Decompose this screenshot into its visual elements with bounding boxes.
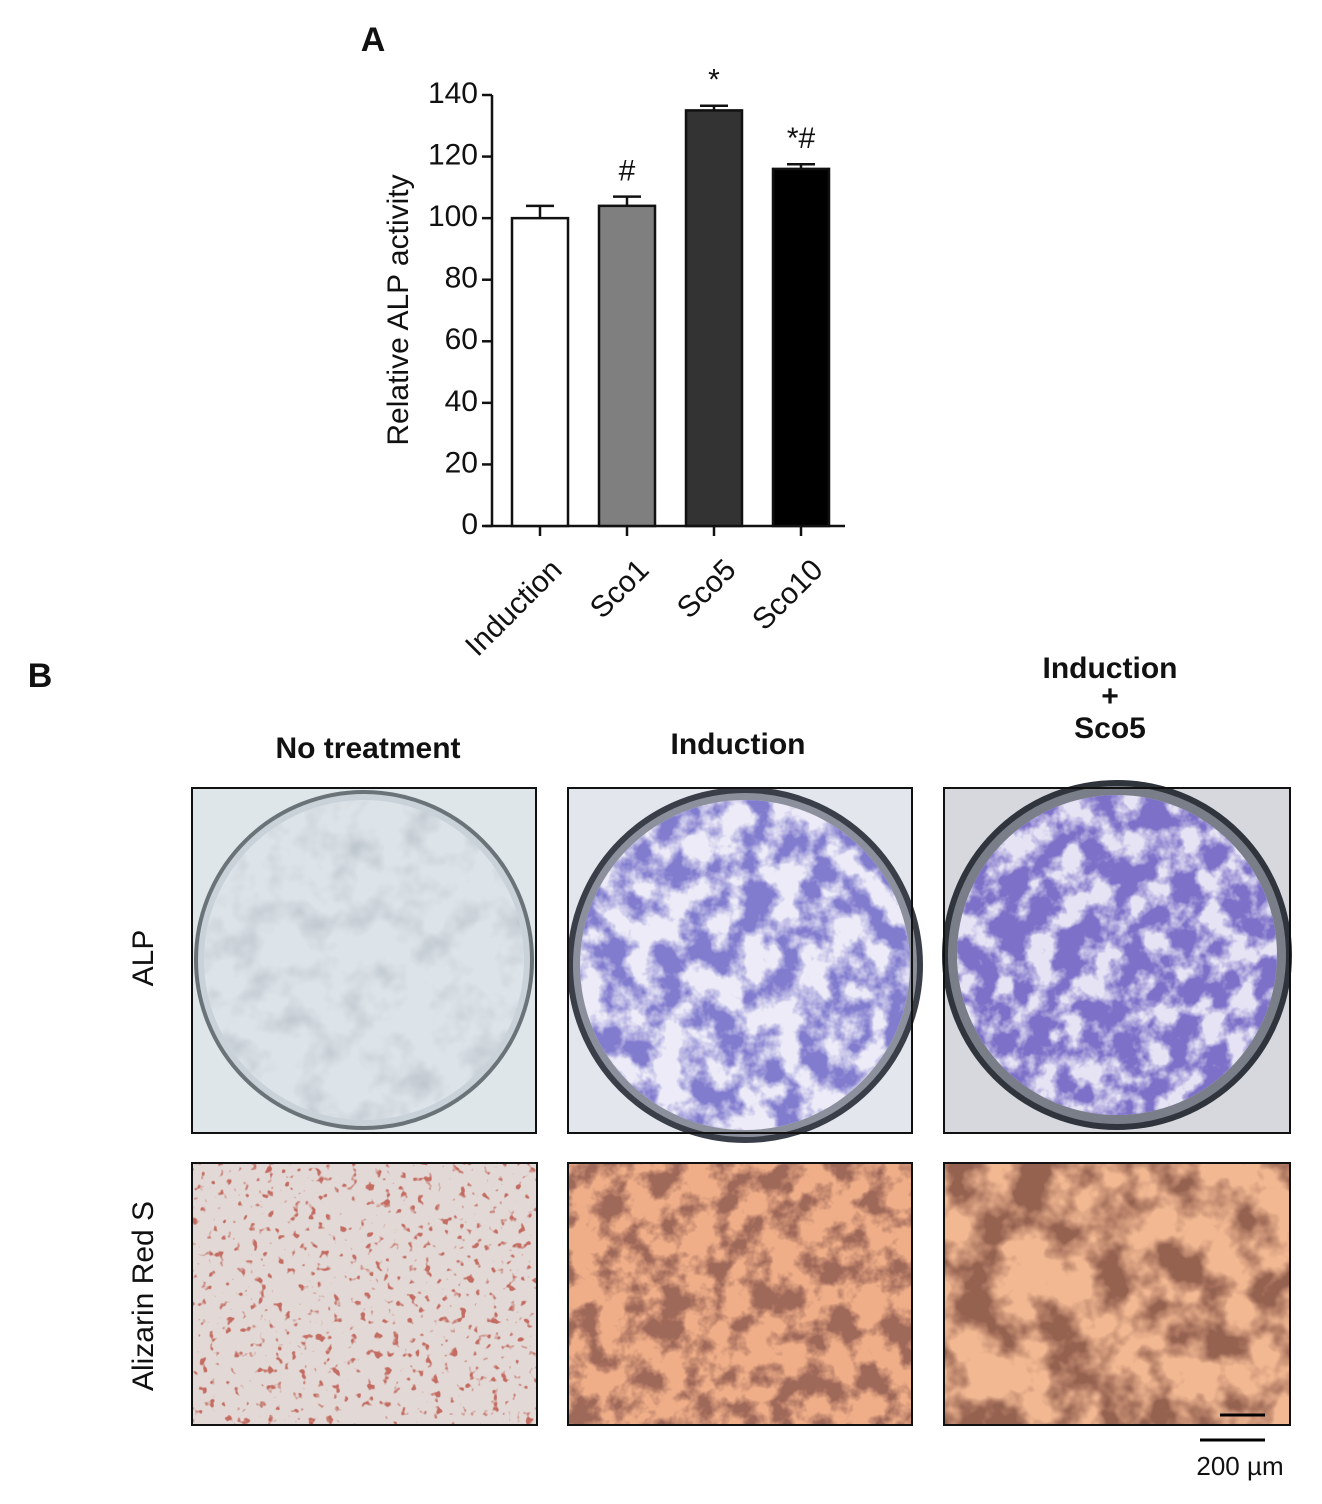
alizarin-image-no-treatment: [191, 1162, 538, 1426]
column-title: No treatment: [275, 732, 460, 765]
column-title: Induction: [1043, 652, 1178, 685]
x-tick-label: Induction: [459, 553, 568, 662]
y-tick-label: 40: [445, 385, 478, 418]
bar: [597, 204, 657, 528]
y-axis-label: Relative ALP activity: [382, 174, 415, 445]
y-tick-label: 80: [445, 262, 478, 295]
row-label: ALP: [127, 930, 160, 987]
y-tick-label: 100: [428, 200, 478, 233]
x-tick-label: Sco1: [584, 553, 656, 625]
significance-label: *#: [787, 122, 816, 155]
alp-image-induction: [567, 787, 923, 1143]
y-tick-label: 0: [461, 508, 478, 541]
x-tick-label: Sco5: [671, 553, 743, 625]
row-label: Alizarin Red S: [127, 1201, 160, 1391]
panel-label: A: [361, 21, 386, 59]
alp-image-induction-sco5: [942, 780, 1292, 1134]
bar: [684, 109, 744, 528]
significance-label: #: [619, 155, 636, 188]
x-tick-label: Sco10: [746, 553, 829, 636]
column-title: Sco5: [1074, 712, 1146, 745]
bar: [510, 216, 570, 528]
alizarin-image-induction: [567, 1162, 913, 1426]
alp-image-no-treatment: [191, 787, 537, 1134]
y-tick-label: 120: [428, 138, 478, 171]
significance-label: *: [708, 64, 720, 97]
panel-label: B: [28, 657, 53, 695]
scale-bar-label: 200 µm: [1196, 1451, 1283, 1481]
column-title: +: [1101, 680, 1119, 713]
column-title: Induction: [671, 728, 806, 761]
alizarin-image-induction-sco5: [943, 1162, 1291, 1426]
bar: [771, 167, 831, 528]
y-tick-label: 140: [428, 77, 478, 110]
y-tick-label: 20: [445, 446, 478, 479]
y-tick-label: 60: [445, 323, 478, 356]
